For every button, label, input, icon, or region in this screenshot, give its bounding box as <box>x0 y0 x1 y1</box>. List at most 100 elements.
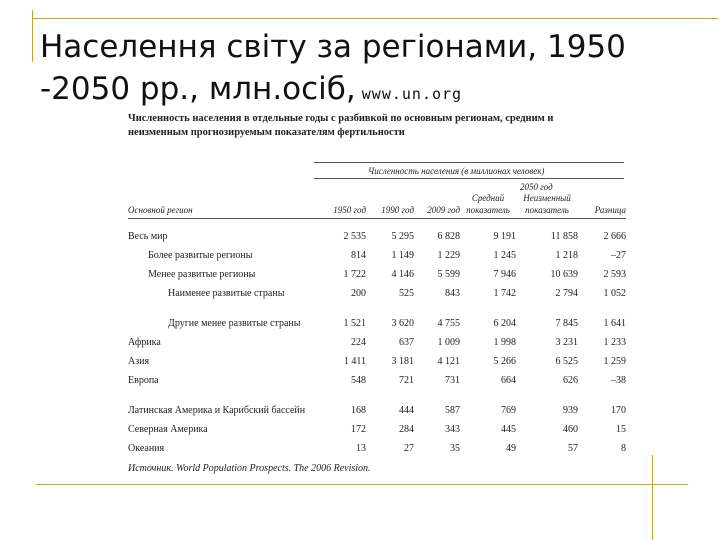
row-value: 721 <box>399 374 414 386</box>
decorative-left-line <box>32 10 33 62</box>
table-row: Другие менее развитые страны 1 521 3 620 4 … <box>128 300 626 330</box>
row-value: 1 521 <box>343 317 367 329</box>
row-label: Азия <box>128 355 150 367</box>
row-value: 1 722 <box>343 268 367 280</box>
row-value: 2 593 <box>603 268 627 280</box>
row-value: 13 <box>356 442 366 454</box>
row-value: 1 009 <box>437 336 461 348</box>
row-label: Латинская Америка и Карибский бассейн <box>128 404 306 416</box>
row-value: 1 742 <box>493 287 517 299</box>
table-row: Латинская Америка и Карибский бассейн 168… <box>128 387 626 417</box>
row-value: 2 666 <box>603 230 627 242</box>
row-value: 1 641 <box>603 317 627 329</box>
row-value: 7 845 <box>555 317 579 329</box>
decorative-top-line <box>32 18 718 19</box>
header-constant-variant: Неизменный показатель <box>516 192 578 219</box>
row-value: 57 <box>568 442 578 454</box>
row-label: Менее развитые регионы <box>148 268 256 280</box>
table-row: Менее развитые регионы 1 722 4 146 5 599 7 9… <box>128 262 626 281</box>
header-2009: 2009 год <box>414 192 460 219</box>
slide-title-line-1: Населення світу за регіонами, 1950 <box>40 29 626 65</box>
row-value: 444 <box>399 404 414 416</box>
row-value: 10 639 <box>550 268 579 280</box>
subgroup-header: 2050 год <box>520 182 553 192</box>
row-value: 2 535 <box>343 230 367 242</box>
table-row: Весь мир 2 535 5 295 6 828 9 191 11 858 2 666 <box>128 219 626 243</box>
row-value: 49 <box>506 442 516 454</box>
header-medium-variant: Средний показатель <box>460 192 516 219</box>
decorative-bottom-vertical-line <box>652 455 653 540</box>
row-label: Наименее развитые страны <box>168 287 285 299</box>
table-row: Европа 548 721 731 664 626 –38 <box>128 368 626 387</box>
row-value: 637 <box>399 336 414 348</box>
row-value: 4 755 <box>437 317 461 329</box>
row-value: 1 245 <box>493 249 517 261</box>
population-table-scan: Численность населения в отдельные годы с… <box>128 112 628 474</box>
header-difference: Разница <box>578 192 626 219</box>
row-value: 1 259 <box>603 355 627 367</box>
row-value: 1 411 <box>343 355 366 367</box>
row-value: 4 146 <box>391 268 415 280</box>
row-value: 843 <box>445 287 460 299</box>
population-table: Основной регион 1950 год 1990 год 2009 г… <box>128 192 626 455</box>
row-value: 172 <box>351 423 366 435</box>
slide-title-line-2-text: -2050 рр., млн.осіб, <box>40 71 356 107</box>
row-value: 626 <box>563 374 578 386</box>
row-value: 525 <box>399 287 414 299</box>
group-rule <box>314 178 624 179</box>
slide-title-line-2: -2050 рр., млн.осіб, www.un.org <box>40 68 710 115</box>
row-value: 7 946 <box>493 268 517 280</box>
row-value: 15 <box>616 423 626 435</box>
decorative-bottom-line <box>36 484 688 485</box>
row-value: 11 858 <box>550 230 578 242</box>
row-value: 9 191 <box>493 230 517 242</box>
row-value: 460 <box>563 423 578 435</box>
table-header-row: Основной регион 1950 год 1990 год 2009 г… <box>128 192 626 219</box>
row-value: 35 <box>450 442 460 454</box>
row-value: 8 <box>621 442 626 454</box>
row-value: 1 233 <box>603 336 627 348</box>
header-1950: 1950 год <box>314 192 366 219</box>
header-1990: 1990 год <box>366 192 414 219</box>
row-value: 284 <box>399 423 414 435</box>
row-value: 3 181 <box>391 355 415 367</box>
row-value: 3 620 <box>391 317 415 329</box>
row-value: 1 218 <box>555 249 579 261</box>
row-value: 3 231 <box>555 336 579 348</box>
source-url: www.un.org <box>361 85 463 103</box>
row-value: 27 <box>404 442 414 454</box>
group-header: Численность населения (в миллионах челов… <box>368 166 545 176</box>
row-label: Весь мир <box>128 230 168 242</box>
row-value: 200 <box>351 287 366 299</box>
row-label: Северная Америка <box>128 423 208 435</box>
table-body: Весь мир 2 535 5 295 6 828 9 191 11 858 2 666 Б… <box>128 219 626 455</box>
row-value: 6 525 <box>555 355 579 367</box>
row-value: 6 828 <box>437 230 461 242</box>
row-value: 548 <box>351 374 366 386</box>
row-value: 4 121 <box>437 355 461 367</box>
header-region: Основной регион <box>128 192 314 219</box>
row-value: 1 998 <box>493 336 517 348</box>
table-row: Северная Америка 172 284 343 445 460 15 <box>128 417 626 436</box>
row-value: 939 <box>563 404 578 416</box>
row-value: 1 149 <box>391 249 415 261</box>
row-value: 224 <box>351 336 366 348</box>
row-value: 168 <box>351 404 366 416</box>
row-value: 5 266 <box>493 355 517 367</box>
row-value: –38 <box>611 374 626 386</box>
table-row: Наименее развитые страны 200 525 843 1 742 2 … <box>128 281 626 300</box>
row-value: 664 <box>501 374 516 386</box>
row-value: 170 <box>611 404 626 416</box>
table-caption: Численность населения в отдельные годы с… <box>128 113 554 138</box>
row-value: 769 <box>501 404 516 416</box>
row-value: 587 <box>445 404 460 416</box>
row-value: 2 794 <box>555 287 579 299</box>
row-label: Океания <box>128 442 165 454</box>
row-label: Другие менее развитые страны <box>168 317 301 329</box>
row-value: 5 295 <box>391 230 415 242</box>
row-label: Африка <box>128 336 161 348</box>
table-row: Более развитые регионы 814 1 149 1 229 1 245… <box>128 243 626 262</box>
table-row: Африка 224 637 1 009 1 998 3 231 1 233 <box>128 330 626 349</box>
row-value: 1 052 <box>603 287 627 299</box>
row-label: Более развитые регионы <box>148 249 253 261</box>
